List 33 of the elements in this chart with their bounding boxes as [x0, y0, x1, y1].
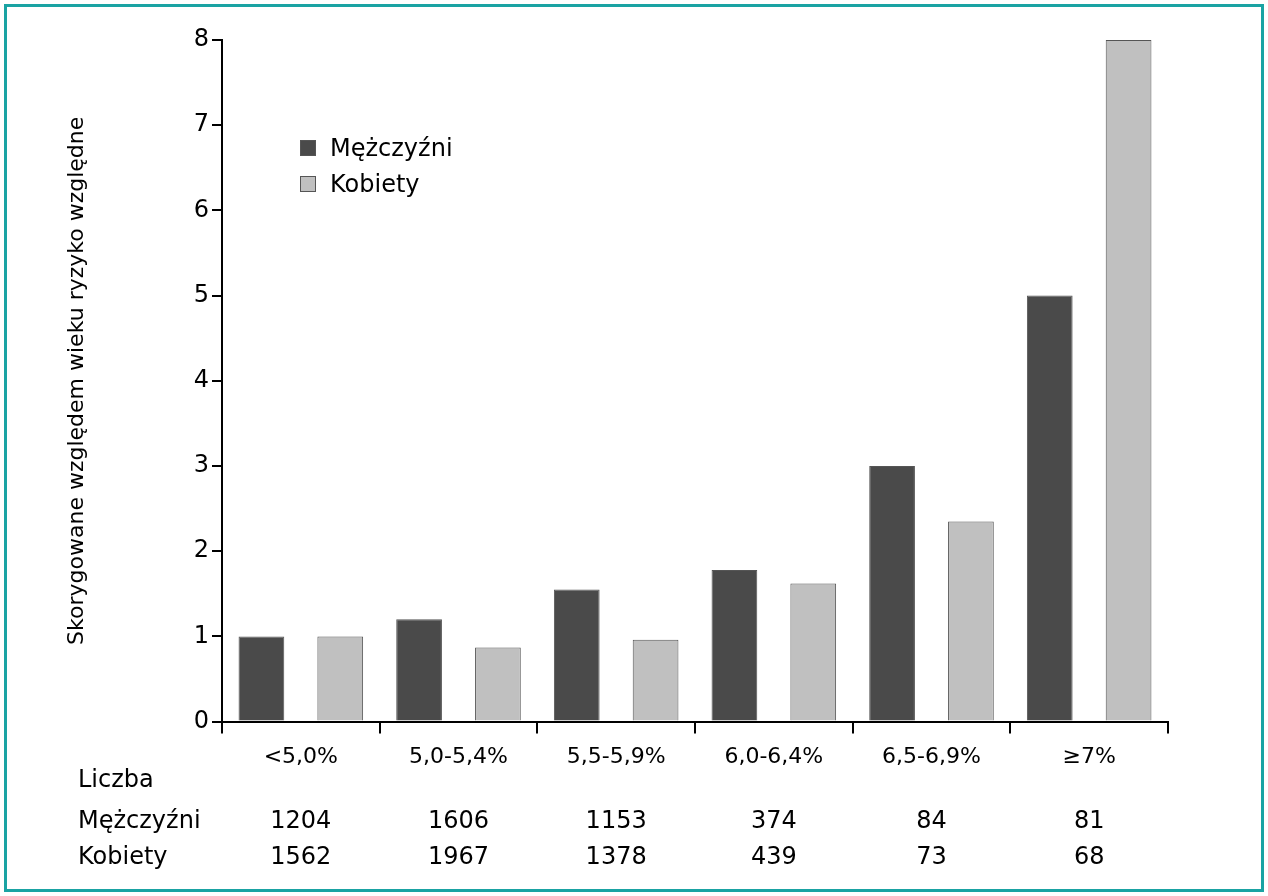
text: 1378 [584, 842, 648, 870]
x-tick-label: ≥7% [1062, 742, 1116, 768]
x-tick-label: 5,5-5,9% [566, 742, 666, 768]
x-tick-label: 6,0-6,4% [724, 742, 824, 768]
text: 81 [1072, 806, 1106, 834]
text: 73 [915, 842, 948, 870]
text: 1606 [426, 806, 491, 834]
y-tick-label: 3 [193, 450, 209, 479]
x-tick-label: 6,5-6,9% [882, 742, 981, 768]
text: Kobiety [78, 842, 168, 870]
legend-label: Mężczyźni [330, 134, 453, 162]
y-tick-label: 8 [193, 24, 209, 53]
text: 1967 [426, 842, 491, 870]
x-tick-label: 5,0-5,4% [409, 742, 508, 768]
text: 84 [915, 806, 948, 834]
y-tick-label: 4 [193, 365, 209, 394]
y-tick-label: 5 [193, 279, 209, 308]
y-axis-title: Skorygowane względem wieku ryzyko względne [62, 116, 88, 645]
y-tick-label: 1 [193, 620, 209, 649]
y-tick-label: 6 [193, 194, 209, 223]
text: 1204 [269, 806, 333, 834]
y-tick-label: 0 [193, 705, 209, 734]
y-tick-label: 2 [193, 535, 209, 564]
text: 1153 [584, 806, 648, 834]
text: 1562 [269, 842, 333, 870]
text: 439 [749, 842, 798, 870]
text: Mężczyźni [78, 806, 201, 834]
text: Liczba [78, 765, 154, 793]
text: 68 [1072, 842, 1106, 870]
legend-label: Kobiety [330, 170, 420, 198]
x-tick-label: <5,0% [263, 742, 338, 768]
text: 374 [749, 806, 798, 834]
y-tick-label: 7 [193, 109, 209, 138]
